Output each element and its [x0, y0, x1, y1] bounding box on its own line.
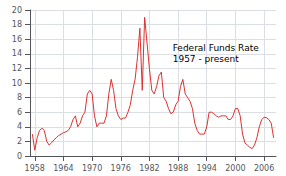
- svg-text:1982: 1982: [139, 164, 159, 173]
- svg-text:6: 6: [17, 108, 22, 117]
- svg-text:1988: 1988: [168, 164, 188, 173]
- svg-text:20: 20: [12, 6, 22, 15]
- svg-text:14: 14: [12, 49, 22, 58]
- svg-text:1976: 1976: [111, 164, 131, 173]
- svg-text:12: 12: [12, 64, 22, 73]
- svg-text:0: 0: [17, 152, 22, 161]
- svg-text:1994: 1994: [197, 164, 217, 173]
- svg-text:2: 2: [17, 137, 22, 146]
- svg-text:16: 16: [12, 35, 22, 44]
- svg-text:1970: 1970: [82, 164, 102, 173]
- svg-text:Federal Funds Rate: Federal Funds Rate: [173, 43, 260, 53]
- svg-text:1958: 1958: [25, 164, 45, 173]
- svg-text:1957 - present: 1957 - present: [173, 54, 240, 64]
- svg-text:8: 8: [17, 93, 22, 102]
- svg-text:2000: 2000: [225, 164, 245, 173]
- svg-text:2006: 2006: [254, 164, 274, 173]
- svg-text:1964: 1964: [53, 164, 73, 173]
- svg-text:4: 4: [17, 122, 22, 131]
- svg-text:18: 18: [12, 20, 22, 29]
- svg-text:10: 10: [12, 79, 22, 88]
